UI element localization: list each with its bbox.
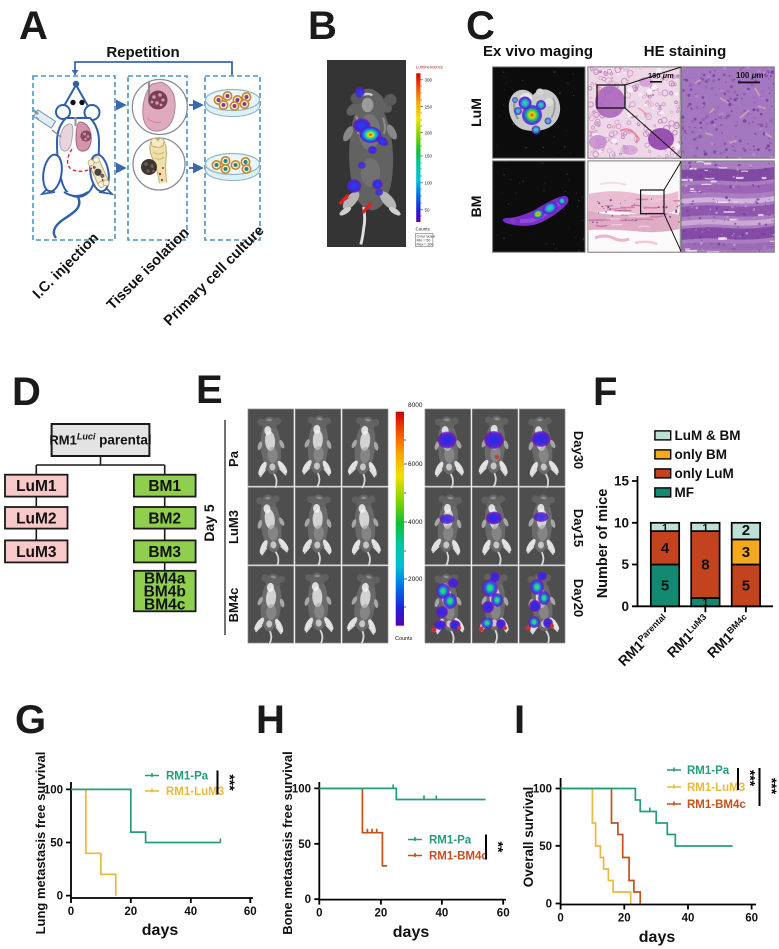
svg-text:Counts: Counts xyxy=(416,227,431,232)
svg-text:Ex vivo maging: Ex vivo maging xyxy=(483,43,593,60)
svg-text:2000: 2000 xyxy=(408,576,423,583)
svg-text:RM1LuM3: RM1LuM3 xyxy=(664,612,713,661)
svg-text:0: 0 xyxy=(546,899,552,911)
svg-text:3: 3 xyxy=(742,544,750,561)
svg-text:60: 60 xyxy=(497,908,510,920)
svg-text:RM1-Pa: RM1-Pa xyxy=(166,771,209,783)
svg-text:8000: 8000 xyxy=(408,402,423,409)
svg-text:Min = 50: Min = 50 xyxy=(417,239,431,243)
svg-text:BM: BM xyxy=(470,196,484,218)
svg-text:Day 5: Day 5 xyxy=(201,504,217,542)
svg-text:Max = 300: Max = 300 xyxy=(417,243,434,247)
svg-text:100: 100 xyxy=(292,783,311,795)
svg-text:***: *** xyxy=(743,770,759,787)
svg-text:LuM1: LuM1 xyxy=(16,478,57,495)
svg-text:20: 20 xyxy=(124,906,137,918)
svg-text:days: days xyxy=(142,922,179,939)
svg-text:250: 250 xyxy=(425,105,433,110)
svg-text:LuM & BM: LuM & BM xyxy=(675,428,741,443)
svg-text:BM1: BM1 xyxy=(148,478,181,495)
svg-text:4000: 4000 xyxy=(408,519,423,526)
svg-text:100: 100 xyxy=(425,181,433,186)
svg-text:only BM: only BM xyxy=(675,447,728,462)
svg-text:40: 40 xyxy=(184,906,197,918)
svg-text:***: *** xyxy=(764,778,779,795)
svg-text:RM1-LuM3: RM1-LuM3 xyxy=(687,782,745,794)
svg-text:Bone metastasis free survival: Bone metastasis free survival xyxy=(280,751,295,935)
svg-text:0: 0 xyxy=(621,599,629,614)
svg-text:Pa: Pa xyxy=(226,450,241,467)
svg-text:BM4a: BM4a xyxy=(144,571,186,588)
svg-text:LuM2: LuM2 xyxy=(16,510,56,527)
svg-text:RM1-LuM3: RM1-LuM3 xyxy=(166,786,224,798)
svg-text:Color Scale: Color Scale xyxy=(417,235,436,239)
svg-text:RM1BM4c: RM1BM4c xyxy=(704,612,753,661)
svg-text:10: 10 xyxy=(614,515,629,530)
svg-text:100: 100 xyxy=(44,784,63,796)
svg-text:Counts: Counts xyxy=(395,636,413,642)
svg-text:0: 0 xyxy=(68,906,74,918)
svg-text:BM4c: BM4c xyxy=(226,588,241,623)
svg-text:Repetition: Repetition xyxy=(106,44,179,61)
svg-text:50: 50 xyxy=(50,838,63,850)
svg-text:40: 40 xyxy=(436,908,449,920)
svg-text:6000: 6000 xyxy=(408,461,423,468)
svg-text:RM1-Pa: RM1-Pa xyxy=(687,765,730,777)
svg-text:Day30: Day30 xyxy=(571,431,585,469)
svg-text:RM1Parental: RM1Parental xyxy=(615,612,672,669)
svg-text:0: 0 xyxy=(316,908,322,920)
svg-text:RM1-BM4c: RM1-BM4c xyxy=(429,851,488,863)
svg-text:60: 60 xyxy=(244,906,257,918)
svg-text:0: 0 xyxy=(57,891,63,903)
svg-text:4: 4 xyxy=(661,540,670,557)
svg-text:LuM3: LuM3 xyxy=(226,510,241,544)
svg-text:BM3: BM3 xyxy=(148,544,181,561)
svg-text:5: 5 xyxy=(621,557,629,572)
svg-text:RM1Luci parental: RM1Luci parental xyxy=(49,432,151,448)
svg-text:20: 20 xyxy=(618,913,631,925)
svg-text:MF: MF xyxy=(675,485,695,500)
svg-text:BM2: BM2 xyxy=(148,510,181,527)
svg-text:days: days xyxy=(639,929,676,946)
svg-text:LuM: LuM xyxy=(470,98,484,127)
svg-text:Lung metastasis free survival: Lung metastasis free survival xyxy=(33,752,48,935)
svg-text:100 μm: 100 μm xyxy=(648,71,674,80)
svg-text:15: 15 xyxy=(614,474,630,489)
svg-text:1: 1 xyxy=(662,523,668,535)
svg-text:HE staining: HE staining xyxy=(644,43,727,60)
svg-text:200: 200 xyxy=(425,131,433,136)
svg-text:40: 40 xyxy=(682,913,695,925)
svg-text:RM1-Pa: RM1-Pa xyxy=(429,835,472,847)
svg-text:days: days xyxy=(393,924,430,941)
svg-text:Overall survival: Overall survival xyxy=(521,787,536,888)
svg-text:BM4b: BM4b xyxy=(144,584,186,601)
svg-text:RM1-BM4c: RM1-BM4c xyxy=(687,799,746,811)
svg-text:only LuM: only LuM xyxy=(675,466,734,481)
svg-text:150: 150 xyxy=(425,154,433,159)
svg-text:***: *** xyxy=(222,774,238,791)
svg-text:100: 100 xyxy=(533,784,552,796)
svg-text:8: 8 xyxy=(701,557,709,574)
svg-text:300: 300 xyxy=(425,78,433,83)
svg-text:LuM3: LuM3 xyxy=(16,544,57,561)
svg-text:0: 0 xyxy=(305,894,311,906)
svg-text:20: 20 xyxy=(375,908,388,920)
svg-text:BM4c: BM4c xyxy=(144,597,186,614)
svg-text:Number of mice: Number of mice xyxy=(595,489,611,599)
svg-text:Luminescence: Luminescence xyxy=(416,65,444,70)
svg-text:0: 0 xyxy=(557,913,563,925)
svg-text:1: 1 xyxy=(702,523,708,535)
svg-text:**: ** xyxy=(491,842,507,853)
svg-text:Day20: Day20 xyxy=(571,579,585,617)
svg-text:60: 60 xyxy=(745,913,758,925)
svg-text:Day15: Day15 xyxy=(571,509,585,547)
svg-text:50: 50 xyxy=(539,841,552,853)
svg-text:50: 50 xyxy=(425,208,431,213)
svg-text:100 μm: 100 μm xyxy=(736,71,764,80)
svg-text:50: 50 xyxy=(298,839,311,851)
svg-text:2: 2 xyxy=(742,522,750,539)
svg-text:5: 5 xyxy=(661,578,669,595)
svg-text:1: 1 xyxy=(702,597,708,609)
svg-text:5: 5 xyxy=(742,578,750,595)
